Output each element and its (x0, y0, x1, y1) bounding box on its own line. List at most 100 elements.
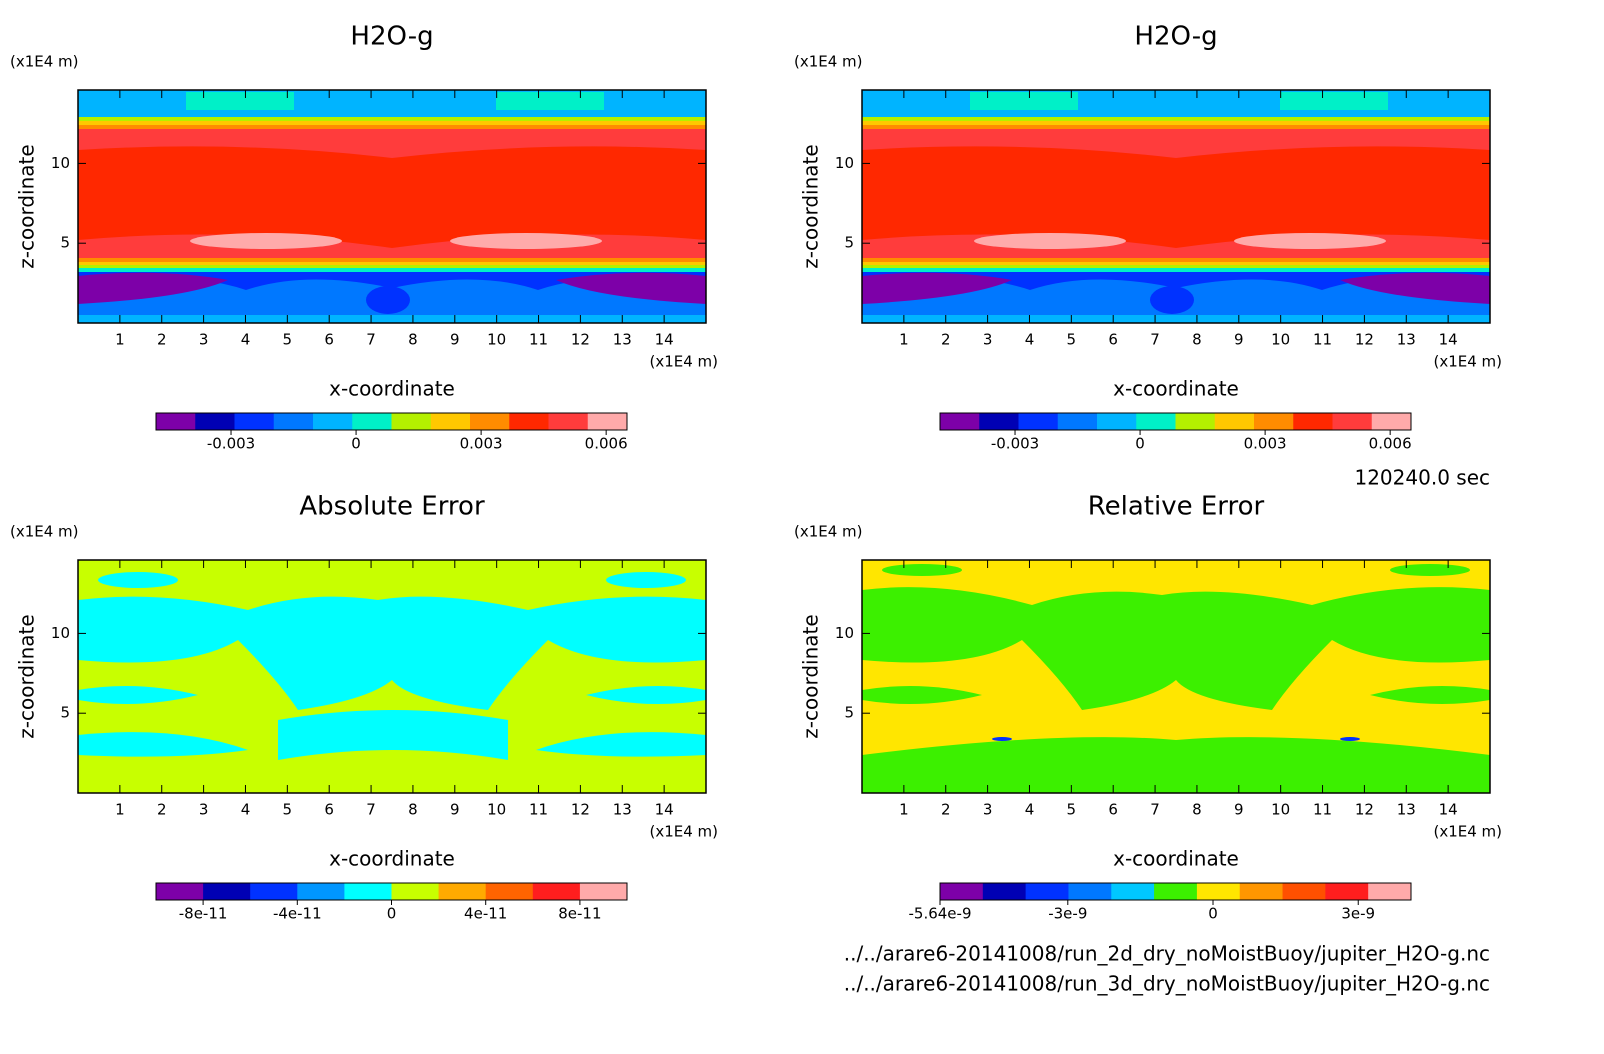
x-tick-label: 5 (1067, 801, 1077, 819)
file-path: ../../arare6-20141008/run_2d_dry_noMoist… (844, 942, 1490, 966)
x-tick-label: 2 (941, 331, 951, 349)
x-tick-label: 13 (1397, 331, 1416, 349)
x-tick-label: 4 (241, 801, 251, 819)
x-tick-label: 1 (899, 801, 909, 819)
x-tick-label: 10 (487, 331, 506, 349)
colorbar-tick-label: 0 (1208, 905, 1218, 923)
x-tick-label: 11 (529, 331, 548, 349)
x-tick-label: 9 (450, 331, 460, 349)
x-tick-label: 14 (655, 331, 674, 349)
colorbar-frame (155, 412, 628, 431)
contour-field (78, 560, 706, 793)
x-unit: (x1E4 m) (649, 823, 718, 841)
colorbar-box (430, 413, 471, 430)
colorbar-box (156, 413, 196, 430)
colorbar-tick-label: -0.003 (991, 435, 1039, 453)
x-tick-label: 9 (1234, 801, 1244, 819)
colorbar-box (1154, 883, 1198, 900)
y-axis-label: z-coordinate (15, 144, 39, 268)
y-unit: (x1E4 m) (794, 523, 863, 541)
x-tick-label: 7 (1150, 801, 1160, 819)
colorbar-box (470, 413, 510, 430)
x-tick-label: 6 (1108, 801, 1118, 819)
x-tick-label: 5 (283, 801, 293, 819)
x-tick-label: 2 (157, 801, 167, 819)
colorbar-box (250, 883, 298, 900)
colorbar-box (352, 413, 392, 430)
contour-field (862, 560, 1490, 793)
colorbar-box (1068, 883, 1112, 900)
colorbar-box (940, 883, 984, 900)
panel-title: Relative Error (1088, 492, 1265, 522)
colorbar-box (344, 883, 392, 900)
x-tick-label: 1 (899, 331, 909, 349)
colorbar-box (203, 883, 251, 900)
x-tick-label: 4 (1025, 801, 1035, 819)
x-tick-label: 12 (571, 331, 590, 349)
x-tick-label: 10 (487, 801, 506, 819)
x-tick-label: 11 (529, 801, 548, 819)
colorbar-box (1018, 413, 1059, 430)
panel-title: H2O-g (1134, 22, 1217, 52)
x-tick-label: 1 (115, 801, 125, 819)
contour-field (78, 90, 706, 323)
colorbar-tick-label: 0.006 (1369, 435, 1412, 453)
y-axis-label: z-coordinate (15, 614, 39, 738)
colorbar-tick-label: -5.64e-9 (909, 905, 972, 923)
x-tick-label: 8 (1192, 331, 1202, 349)
colorbar-frame (939, 412, 1412, 431)
x-unit: (x1E4 m) (1433, 823, 1502, 841)
colorbar-tick-label: -4e-11 (273, 905, 322, 923)
colorbar-tick-label: 0 (387, 905, 397, 923)
colorbar-box (391, 413, 432, 430)
x-tick-label: 3 (199, 331, 209, 349)
x-tick-label: 12 (571, 801, 590, 819)
colorbar-box (1254, 413, 1294, 430)
y-tick-label: 5 (60, 704, 70, 722)
colorbar-box (391, 883, 440, 900)
colorbar-box (1057, 413, 1098, 430)
x-tick-label: 12 (1355, 801, 1374, 819)
colorbar-box (1097, 413, 1137, 430)
x-tick-label: 1 (115, 331, 125, 349)
colorbar-box (1214, 413, 1255, 430)
x-tick-label: 11 (1313, 801, 1332, 819)
colorbar-box (587, 413, 628, 430)
x-tick-label: 8 (408, 801, 418, 819)
colorbar-box (532, 883, 581, 900)
x-tick-label: 13 (613, 801, 632, 819)
colorbar-tick-label: 0 (1135, 435, 1145, 453)
colorbar-box (579, 883, 628, 900)
x-tick-label: 4 (241, 331, 251, 349)
y-unit: (x1E4 m) (10, 523, 79, 541)
colorbar-tick-label: 8e-11 (558, 905, 601, 923)
colorbar-box (548, 413, 589, 430)
colorbar-tick-label: 0.003 (1244, 435, 1287, 453)
colorbar-box (1239, 883, 1284, 900)
x-tick-label: 13 (1397, 801, 1416, 819)
colorbar-box (1293, 413, 1333, 430)
x-tick-label: 12 (1355, 331, 1374, 349)
x-tick-label: 9 (1234, 331, 1244, 349)
y-tick-label: 10 (51, 624, 70, 642)
y-tick-label: 5 (60, 234, 70, 252)
y-tick-label: 5 (844, 234, 854, 252)
colorbar-tick-label: 3e-9 (1341, 905, 1375, 923)
x-axis-label: x-coordinate (1113, 377, 1239, 401)
colorbar-tick-label: 0.003 (460, 435, 503, 453)
plot-frame (861, 559, 1491, 794)
colorbar-box (1025, 883, 1069, 900)
colorbar-box (1325, 883, 1369, 900)
x-tick-label: 6 (324, 331, 334, 349)
file-path: ../../arare6-20141008/run_3d_dry_noMoist… (844, 972, 1490, 996)
x-tick-label: 2 (941, 801, 951, 819)
x-axis-label: x-coordinate (329, 377, 455, 401)
y-tick-label: 5 (844, 704, 854, 722)
y-unit: (x1E4 m) (794, 53, 863, 71)
x-tick-label: 4 (1025, 331, 1035, 349)
x-tick-label: 7 (1150, 331, 1160, 349)
panel-title: Absolute Error (299, 492, 485, 522)
colorbar-box (982, 883, 1027, 900)
x-tick-label: 14 (655, 801, 674, 819)
